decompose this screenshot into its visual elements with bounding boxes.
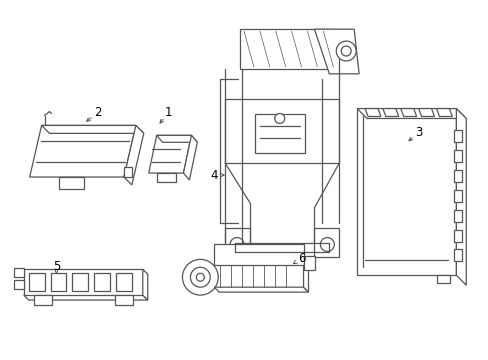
Circle shape	[182, 260, 218, 295]
Polygon shape	[314, 228, 339, 257]
Bar	[94, 273, 110, 291]
Polygon shape	[60, 177, 84, 189]
Bar	[436, 275, 449, 283]
Bar	[14, 268, 24, 277]
Circle shape	[196, 273, 204, 281]
Circle shape	[190, 267, 210, 287]
Text: 6: 6	[297, 252, 305, 265]
Bar	[453, 210, 461, 222]
Polygon shape	[365, 109, 380, 117]
Polygon shape	[382, 109, 398, 117]
Polygon shape	[418, 109, 434, 117]
Circle shape	[320, 238, 334, 251]
Bar	[453, 230, 461, 242]
Bar	[214, 243, 303, 265]
Polygon shape	[303, 265, 308, 292]
Bar	[116, 273, 132, 291]
Polygon shape	[214, 287, 308, 292]
Bar	[50, 273, 66, 291]
Bar	[453, 190, 461, 202]
Text: 4: 4	[210, 168, 218, 181]
Bar	[14, 280, 24, 289]
Circle shape	[274, 113, 284, 123]
Bar	[453, 130, 461, 142]
Bar	[453, 170, 461, 182]
Polygon shape	[156, 173, 175, 182]
Bar	[34, 295, 51, 305]
Polygon shape	[436, 109, 451, 117]
Polygon shape	[123, 167, 132, 177]
Bar	[303, 256, 315, 270]
Polygon shape	[183, 135, 197, 180]
Circle shape	[230, 238, 244, 251]
Bar	[72, 273, 88, 291]
Bar	[453, 150, 461, 162]
Polygon shape	[142, 269, 147, 300]
Polygon shape	[41, 125, 143, 133]
Polygon shape	[400, 109, 416, 117]
Polygon shape	[30, 125, 136, 177]
Polygon shape	[148, 135, 191, 173]
Bar	[115, 295, 133, 305]
Bar	[356, 109, 455, 275]
Polygon shape	[224, 228, 249, 257]
Polygon shape	[455, 109, 466, 285]
Circle shape	[341, 46, 350, 56]
Polygon shape	[314, 29, 358, 74]
Text: 3: 3	[414, 126, 422, 139]
Text: 1: 1	[164, 106, 172, 119]
Polygon shape	[123, 125, 143, 185]
Bar	[24, 269, 142, 295]
Polygon shape	[356, 109, 466, 118]
Polygon shape	[240, 29, 334, 69]
Polygon shape	[24, 295, 147, 300]
Text: 2: 2	[94, 106, 102, 119]
Bar	[29, 273, 44, 291]
Circle shape	[336, 41, 355, 61]
Text: 5: 5	[53, 260, 60, 273]
Polygon shape	[156, 135, 197, 142]
Polygon shape	[254, 113, 304, 153]
Bar	[453, 249, 461, 261]
Polygon shape	[224, 99, 339, 163]
